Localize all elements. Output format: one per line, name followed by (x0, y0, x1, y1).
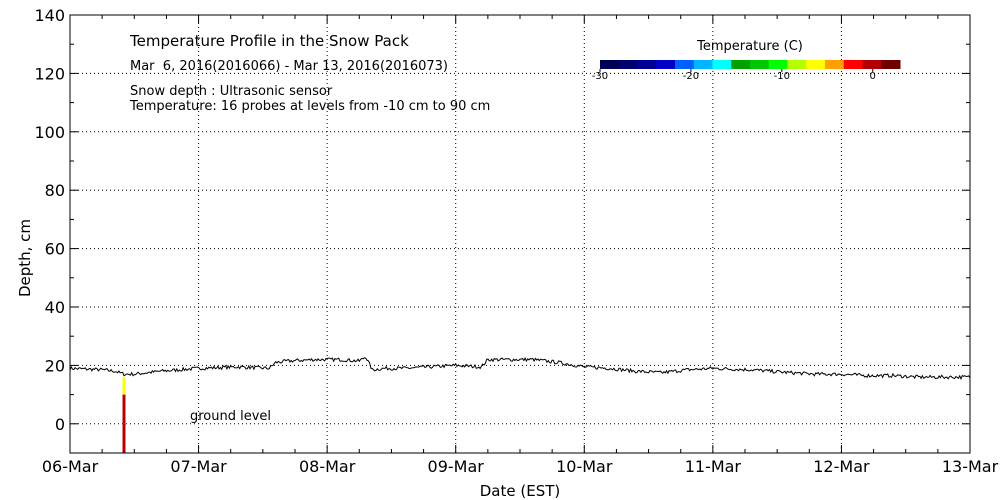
note-snow-depth: Snow depth : Ultrasonic sensor (130, 84, 333, 99)
colorbar-cell (731, 60, 751, 69)
colorbar-tick-label: -10 (774, 71, 790, 82)
y-tick-label: 60 (45, 240, 65, 259)
colorbar-cell (862, 60, 882, 69)
colorbar-tick-label: -20 (683, 71, 699, 82)
y-tick-label: 140 (34, 6, 65, 25)
colorbar-cell (693, 60, 713, 69)
colorbar-cell (750, 60, 770, 69)
axis-ticks (69, 14, 971, 454)
temperature-colorbar: Temperature (C) -30 -20 -10 0 (592, 39, 901, 82)
y-tick-label: 0 (55, 415, 65, 434)
x-tick-label: 11-Mar (685, 457, 742, 476)
colorbar-tick-label: -30 (592, 71, 608, 82)
grid (70, 15, 970, 453)
colorbar-cell (825, 60, 845, 69)
x-tick-label: 12-Mar (813, 457, 870, 476)
plot-frame (69, 14, 971, 454)
colorbar-tick-label: 0 (870, 71, 876, 82)
note-temperature: Temperature: 16 probes at levels from -1… (129, 99, 490, 114)
colorbar-cell (881, 60, 901, 69)
colorbar-cell (675, 60, 695, 69)
colorbar-tick-labels: -30 -20 -10 0 (592, 69, 876, 82)
y-axis-label: Depth, cm (16, 219, 34, 297)
colorbar-title: Temperature (C) (696, 39, 803, 54)
colorbar-cell (637, 60, 657, 69)
chart-title: Temperature Profile in the Snow Pack (129, 32, 409, 50)
snow-depth-line (69, 356, 971, 381)
x-tick-label: 06-Mar (42, 457, 99, 476)
x-tick-labels: 06-Mar 07-Mar 08-Mar 09-Mar 10-Mar 11-Mar 12-M… (42, 457, 999, 476)
y-tick-labels: 0 20 40 60 80 100 120 140 (34, 6, 65, 434)
chart-subtitle: Mar 6, 2016(2016066) - Mar 13, 2016(2016… (130, 59, 448, 74)
colorbar-cells (600, 60, 901, 69)
y-tick-label: 80 (45, 181, 65, 200)
x-tick-label: 09-Mar (428, 457, 485, 476)
colorbar-cell (768, 60, 788, 69)
x-tick-label: 10-Mar (556, 457, 613, 476)
x-tick-label: 13-Mar (942, 457, 999, 476)
colorbar-cell (600, 60, 620, 69)
x-tick-label: 07-Mar (170, 457, 227, 476)
y-tick-label: 120 (34, 64, 65, 83)
x-tick-label: 08-Mar (299, 457, 356, 476)
y-tick-label: 40 (45, 298, 65, 317)
y-tick-label: 100 (34, 123, 65, 142)
colorbar-cell (787, 60, 807, 69)
colorbar-cell (618, 60, 638, 69)
colorbar-cell (843, 60, 863, 69)
x-axis-label: Date (EST) (480, 482, 561, 500)
ground-level-label: ground level (190, 409, 271, 424)
colorbar-cell (806, 60, 826, 69)
colorbar-cell (712, 60, 732, 69)
colorbar-cell (656, 60, 676, 69)
y-tick-label: 20 (45, 356, 65, 375)
